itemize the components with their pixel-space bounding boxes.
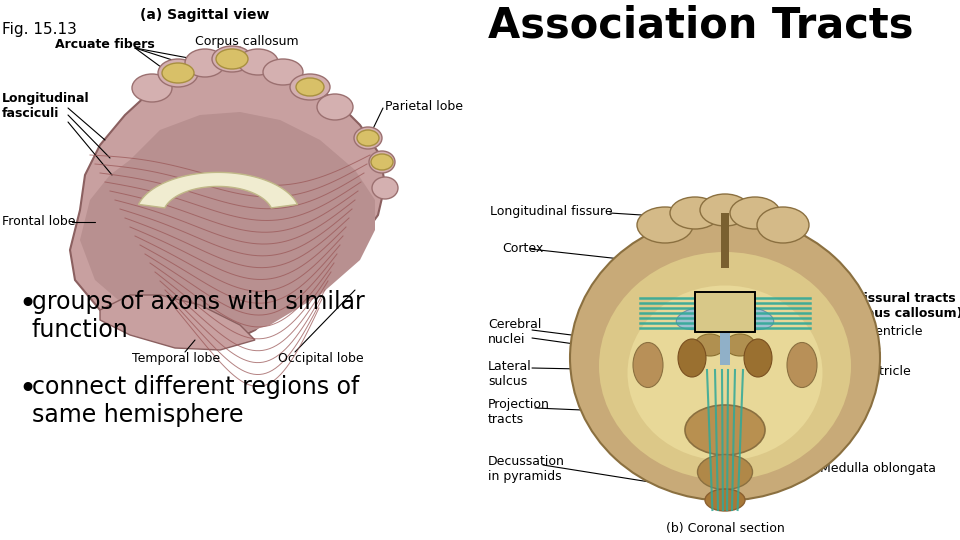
Ellipse shape — [633, 342, 663, 388]
Text: Thalamus: Thalamus — [820, 345, 881, 358]
Text: Pons: Pons — [820, 422, 849, 435]
Text: Association Tracts: Association Tracts — [488, 5, 914, 47]
Text: Third ventricle: Third ventricle — [820, 365, 911, 378]
Text: Frontal lobe: Frontal lobe — [2, 215, 76, 228]
Ellipse shape — [698, 455, 753, 489]
Bar — [695, 292, 755, 332]
Ellipse shape — [695, 334, 725, 356]
Text: Occipital lobe: Occipital lobe — [278, 352, 364, 365]
Ellipse shape — [317, 94, 353, 120]
Ellipse shape — [357, 130, 379, 146]
Polygon shape — [70, 60, 385, 340]
Polygon shape — [80, 112, 375, 340]
Text: (b) Coronal section: (b) Coronal section — [665, 522, 784, 535]
Text: (a) Sagittal view: (a) Sagittal view — [140, 8, 270, 22]
Ellipse shape — [670, 197, 720, 229]
Text: connect different regions of
same hemisphere: connect different regions of same hemisp… — [32, 375, 359, 427]
Ellipse shape — [238, 49, 278, 75]
Ellipse shape — [372, 177, 398, 199]
Text: Arcuate fibers: Arcuate fibers — [55, 38, 155, 51]
Ellipse shape — [700, 194, 750, 226]
Ellipse shape — [757, 207, 809, 243]
Ellipse shape — [212, 46, 252, 72]
Ellipse shape — [162, 63, 194, 83]
Ellipse shape — [705, 489, 745, 511]
Ellipse shape — [185, 49, 225, 77]
Ellipse shape — [132, 74, 172, 102]
Ellipse shape — [730, 197, 780, 229]
Ellipse shape — [744, 339, 772, 377]
Polygon shape — [138, 172, 298, 208]
Ellipse shape — [727, 306, 774, 329]
Ellipse shape — [676, 306, 724, 329]
Ellipse shape — [725, 334, 755, 356]
Ellipse shape — [263, 59, 303, 85]
Ellipse shape — [290, 74, 330, 100]
Ellipse shape — [685, 405, 765, 455]
Text: Medulla oblongata: Medulla oblongata — [820, 462, 936, 475]
Ellipse shape — [216, 49, 248, 69]
Ellipse shape — [570, 215, 880, 501]
Text: Longitudinal fissure: Longitudinal fissure — [490, 205, 612, 218]
Text: Longitudinal
fasciculi: Longitudinal fasciculi — [2, 92, 89, 120]
Polygon shape — [100, 295, 255, 350]
Text: Projection
tracts: Projection tracts — [488, 398, 550, 426]
Bar — [695, 292, 755, 332]
Bar — [721, 213, 729, 268]
Text: groups of axons with similar
function: groups of axons with similar function — [32, 290, 365, 342]
Bar — [695, 292, 755, 332]
Ellipse shape — [158, 59, 198, 87]
Ellipse shape — [628, 286, 823, 461]
Ellipse shape — [354, 127, 382, 149]
Text: Lateral
sulcus: Lateral sulcus — [488, 360, 532, 388]
Text: •: • — [18, 290, 36, 319]
Text: Cortex: Cortex — [502, 242, 543, 255]
Ellipse shape — [678, 339, 706, 377]
Ellipse shape — [369, 151, 395, 173]
Text: Temporal lobe: Temporal lobe — [132, 352, 220, 365]
Ellipse shape — [787, 342, 817, 388]
Ellipse shape — [637, 207, 693, 243]
Text: Parietal lobe: Parietal lobe — [385, 100, 463, 113]
Ellipse shape — [599, 252, 851, 480]
Text: Corpus callosum: Corpus callosum — [195, 35, 299, 48]
Ellipse shape — [371, 154, 393, 170]
Text: Cerebral
nuclei: Cerebral nuclei — [488, 318, 541, 346]
Text: Decussation
in pyramids: Decussation in pyramids — [488, 455, 564, 483]
Ellipse shape — [296, 78, 324, 96]
Text: Fig. 15.13: Fig. 15.13 — [2, 22, 77, 37]
Bar — [720, 330, 730, 365]
Text: •: • — [18, 375, 36, 404]
Text: Commissural tracts
(in corpus callosum): Commissural tracts (in corpus callosum) — [820, 292, 960, 320]
Text: Lateral ventricle: Lateral ventricle — [820, 325, 923, 338]
